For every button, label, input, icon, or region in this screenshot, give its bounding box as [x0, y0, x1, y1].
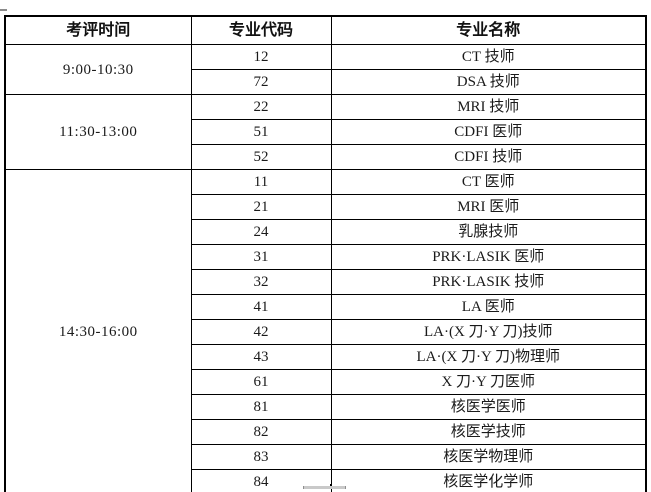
table-row: 81 核医学医师 [5, 394, 647, 420]
time-cell: 11:30-13:00 [4, 94, 192, 170]
header-row: 考评时间 专业代码 专业名称 [4, 15, 647, 45]
name-cell: 核医学化学师 [330, 469, 647, 492]
table-row: 43 LA·(X 刀·Y 刀)物理师 [5, 344, 647, 370]
header-exam-time: 考评时间 [4, 15, 192, 45]
header-major-code: 专业代码 [190, 15, 332, 45]
code-cell: 81 [190, 394, 332, 420]
code-cell: 32 [190, 269, 332, 295]
table-row: 72 DSA 技师 [5, 69, 647, 95]
name-cell: PRK·LASIK 技师 [330, 269, 647, 295]
table-row: 14:30-16:00 11 CT 医师 [4, 169, 647, 492]
table-row: 84 核医学化学师 [5, 469, 647, 492]
table-row: 21 MRI 医师 [5, 194, 647, 220]
table-row: 83 核医学物理师 [5, 444, 647, 470]
page-edge-artifact [0, 9, 7, 11]
table-row: 32 PRK·LASIK 技师 [5, 269, 647, 295]
name-cell: CDFI 技师 [330, 144, 647, 170]
table-row: 9:00-10:30 12 CT 技师 [4, 44, 647, 95]
code-cell: 22 [190, 94, 332, 120]
name-cell: 核医学物理师 [330, 444, 647, 470]
name-cell: 乳腺技师 [330, 219, 647, 245]
name-cell: LA 医师 [330, 294, 647, 320]
name-cell: 核医学医师 [330, 394, 647, 420]
table-row: 52 CDFI 技师 [5, 144, 647, 170]
table-handle-artifact [303, 486, 346, 489]
code-cell: 82 [190, 419, 332, 445]
code-cell: 72 [190, 69, 332, 95]
name-cell: LA·(X 刀·Y 刀)物理师 [330, 344, 647, 370]
table-row: 82 核医学技师 [5, 419, 647, 445]
time-cell: 14:30-16:00 [4, 169, 192, 492]
name-cell: CDFI 医师 [330, 119, 647, 145]
code-cell: 42 [190, 319, 332, 345]
name-cell: 核医学技师 [330, 419, 647, 445]
code-cell: 61 [190, 369, 332, 395]
time-cell: 9:00-10:30 [4, 44, 192, 95]
name-cell: DSA 技师 [330, 69, 647, 95]
name-cell: MRI 医师 [330, 194, 647, 220]
table-row: 31 PRK·LASIK 医师 [5, 244, 647, 270]
name-cell: CT 医师 [330, 169, 647, 195]
code-cell: 12 [190, 44, 332, 70]
name-cell: CT 技师 [330, 44, 647, 70]
code-cell: 31 [190, 244, 332, 270]
code-cell: 21 [190, 194, 332, 220]
code-cell: 83 [190, 444, 332, 470]
code-cell: 11 [190, 169, 332, 195]
exam-schedule-table: 考评时间 专业代码 专业名称 9:00-10:30 12 CT 技师 72 DS… [4, 15, 647, 492]
table-row: 11:30-13:00 22 MRI 技师 [4, 94, 647, 170]
name-cell: LA·(X 刀·Y 刀)技师 [330, 319, 647, 345]
code-cell: 43 [190, 344, 332, 370]
table-row: 51 CDFI 医师 [5, 119, 647, 145]
name-cell: X 刀·Y 刀医师 [330, 369, 647, 395]
table-row: 41 LA 医师 [5, 294, 647, 320]
code-cell: 41 [190, 294, 332, 320]
name-cell: PRK·LASIK 医师 [330, 244, 647, 270]
name-cell: MRI 技师 [330, 94, 647, 120]
code-cell: 51 [190, 119, 332, 145]
header-major-name: 专业名称 [330, 15, 647, 45]
table-row: 24 乳腺技师 [5, 219, 647, 245]
code-cell: 24 [190, 219, 332, 245]
code-cell: 52 [190, 144, 332, 170]
